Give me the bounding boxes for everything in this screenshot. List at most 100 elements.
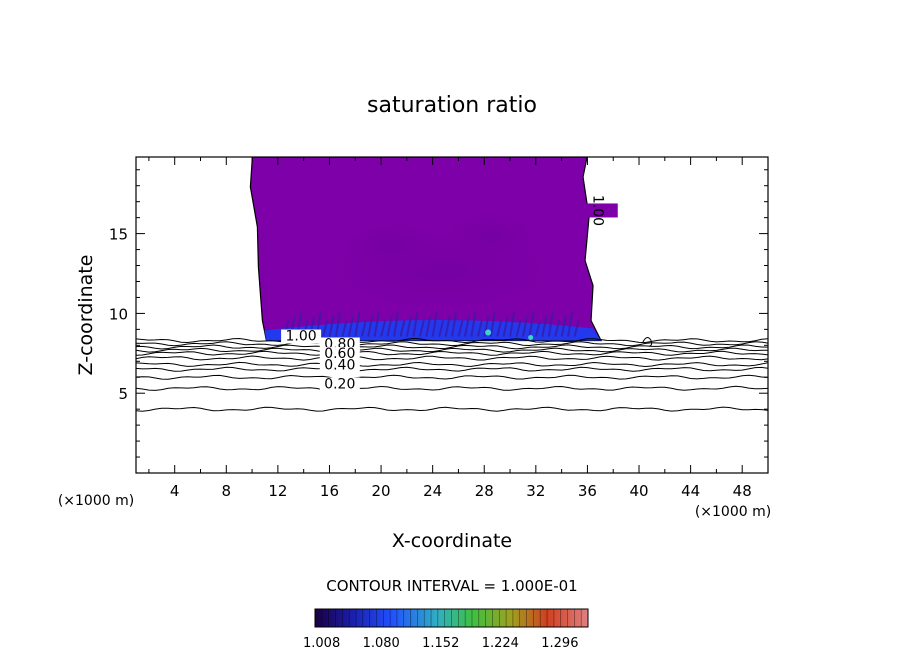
contour-lines [136, 337, 768, 412]
contour-line [136, 361, 768, 368]
cloud-streak [451, 312, 458, 337]
x-tick-label: 48 [733, 482, 752, 500]
y-axis-label: Z-coordinate [75, 255, 97, 376]
x-tick-label: 28 [475, 482, 494, 500]
cloud-streak [438, 320, 445, 337]
contour-label: 0.20 [324, 376, 355, 392]
cloud-streak [341, 320, 348, 337]
contour-line [136, 355, 768, 361]
contour-line [136, 341, 768, 347]
cloud-streak [502, 316, 509, 337]
contour-line [136, 374, 768, 380]
x-tick-label: 20 [372, 482, 391, 500]
contour-label: 0.40 [324, 357, 355, 373]
cloud-streak [463, 316, 470, 337]
contour-line [136, 406, 768, 412]
x-tick-label: 12 [268, 482, 287, 500]
contour-interval-note: CONTOUR INTERVAL = 1.000E-01 [326, 577, 577, 595]
colorbar-label: 1.080 [363, 636, 400, 651]
cloud-streak [418, 320, 425, 337]
x-unit-left: (×1000 m) [58, 493, 134, 509]
cloud-streak [373, 312, 380, 337]
contour-label-bg [319, 347, 360, 362]
cloud-streak [347, 316, 354, 337]
cloud-streak [528, 312, 535, 337]
cloud-streak [547, 312, 554, 337]
cloud-streak [489, 312, 496, 337]
x-axis-ticks: 4 8 12 16 20 24 28 32 36 40 44 48 [148, 157, 769, 500]
x-tick-label: 44 [681, 482, 700, 500]
cloud-streak [425, 316, 432, 337]
cloud-highlight [528, 335, 534, 341]
colorbar-label: 1.152 [422, 636, 459, 651]
y-tick-label: 10 [109, 305, 128, 323]
colorbar-label: 1.296 [541, 636, 578, 651]
plot-area [136, 157, 768, 412]
cloud-streak [496, 320, 503, 337]
cloud-streak [509, 312, 516, 337]
cloud-streak [431, 312, 438, 337]
cloud-streak [515, 320, 522, 337]
x-tick-label: 16 [320, 482, 339, 500]
chart-title: saturation ratio [367, 93, 537, 118]
contour-line [136, 385, 768, 392]
cloud-streak [360, 320, 367, 337]
cloud-streak [470, 312, 477, 337]
cloud-streak [354, 312, 361, 337]
contour-line [136, 350, 768, 356]
cloud-streak [457, 320, 464, 337]
x-axis-label: X-coordinate [392, 530, 512, 552]
cloud-streak [483, 316, 490, 337]
contour-line [136, 337, 768, 344]
contour-label-bg [319, 377, 360, 392]
contour-line [136, 366, 768, 372]
colorbar-labels: 1.008 1.080 1.152 1.224 1.296 [303, 636, 578, 651]
cloud-streak [393, 312, 400, 337]
cloud-streak [399, 320, 406, 337]
cloud-streak [367, 316, 374, 337]
cloud-streak [405, 316, 412, 337]
contour-label-bg [577, 203, 618, 218]
x-tick-label: 24 [423, 482, 442, 500]
cloud-streak [573, 320, 580, 337]
colorbar-segments [321, 609, 582, 627]
contour-label-bg [281, 329, 322, 344]
cloud-streak [534, 320, 541, 337]
cloud-streak [444, 316, 451, 337]
contour-label: 0.60 [324, 346, 355, 362]
x-tick-label: 36 [578, 482, 597, 500]
cloud-inner-shading [435, 203, 546, 268]
x-tick-label: 40 [629, 482, 648, 500]
y-tick-label: 5 [118, 385, 128, 403]
cloud-streak [328, 316, 335, 337]
contour-label: 1.00 [590, 195, 606, 226]
x-tick-label: 8 [222, 482, 232, 500]
x-unit-right: (×1000 m) [695, 504, 771, 520]
colorbar [314, 608, 589, 628]
cloud-highlight [485, 329, 492, 336]
plot-frame [135, 156, 769, 474]
colorbar-label: 1.008 [303, 636, 340, 651]
contour-line [136, 347, 768, 353]
contour-label: 1.00 [286, 329, 317, 345]
x-tick-label: 4 [170, 482, 180, 500]
cloud-inner-shading [330, 215, 451, 276]
cloud-streak [476, 320, 483, 337]
cloud-streak [541, 316, 548, 337]
cloud-streak [567, 312, 574, 337]
cloud-streak [386, 316, 393, 337]
cloud-streak [335, 312, 341, 337]
x-tick-label: 32 [526, 482, 545, 500]
cloud-streak [560, 316, 567, 337]
contour-label-bg [319, 358, 360, 373]
cloud-streak [322, 320, 329, 337]
contour-feature [642, 337, 653, 347]
cloud-streak [522, 316, 528, 337]
colorbar-label: 1.224 [482, 636, 519, 651]
supersaturated-cloud-region [249, 157, 603, 342]
y-tick-label: 15 [109, 226, 128, 244]
contour-labels: 1.00 0.800.600.400.201.00 [281, 195, 618, 392]
contour-line [136, 344, 768, 350]
cloud-streak [412, 312, 419, 337]
